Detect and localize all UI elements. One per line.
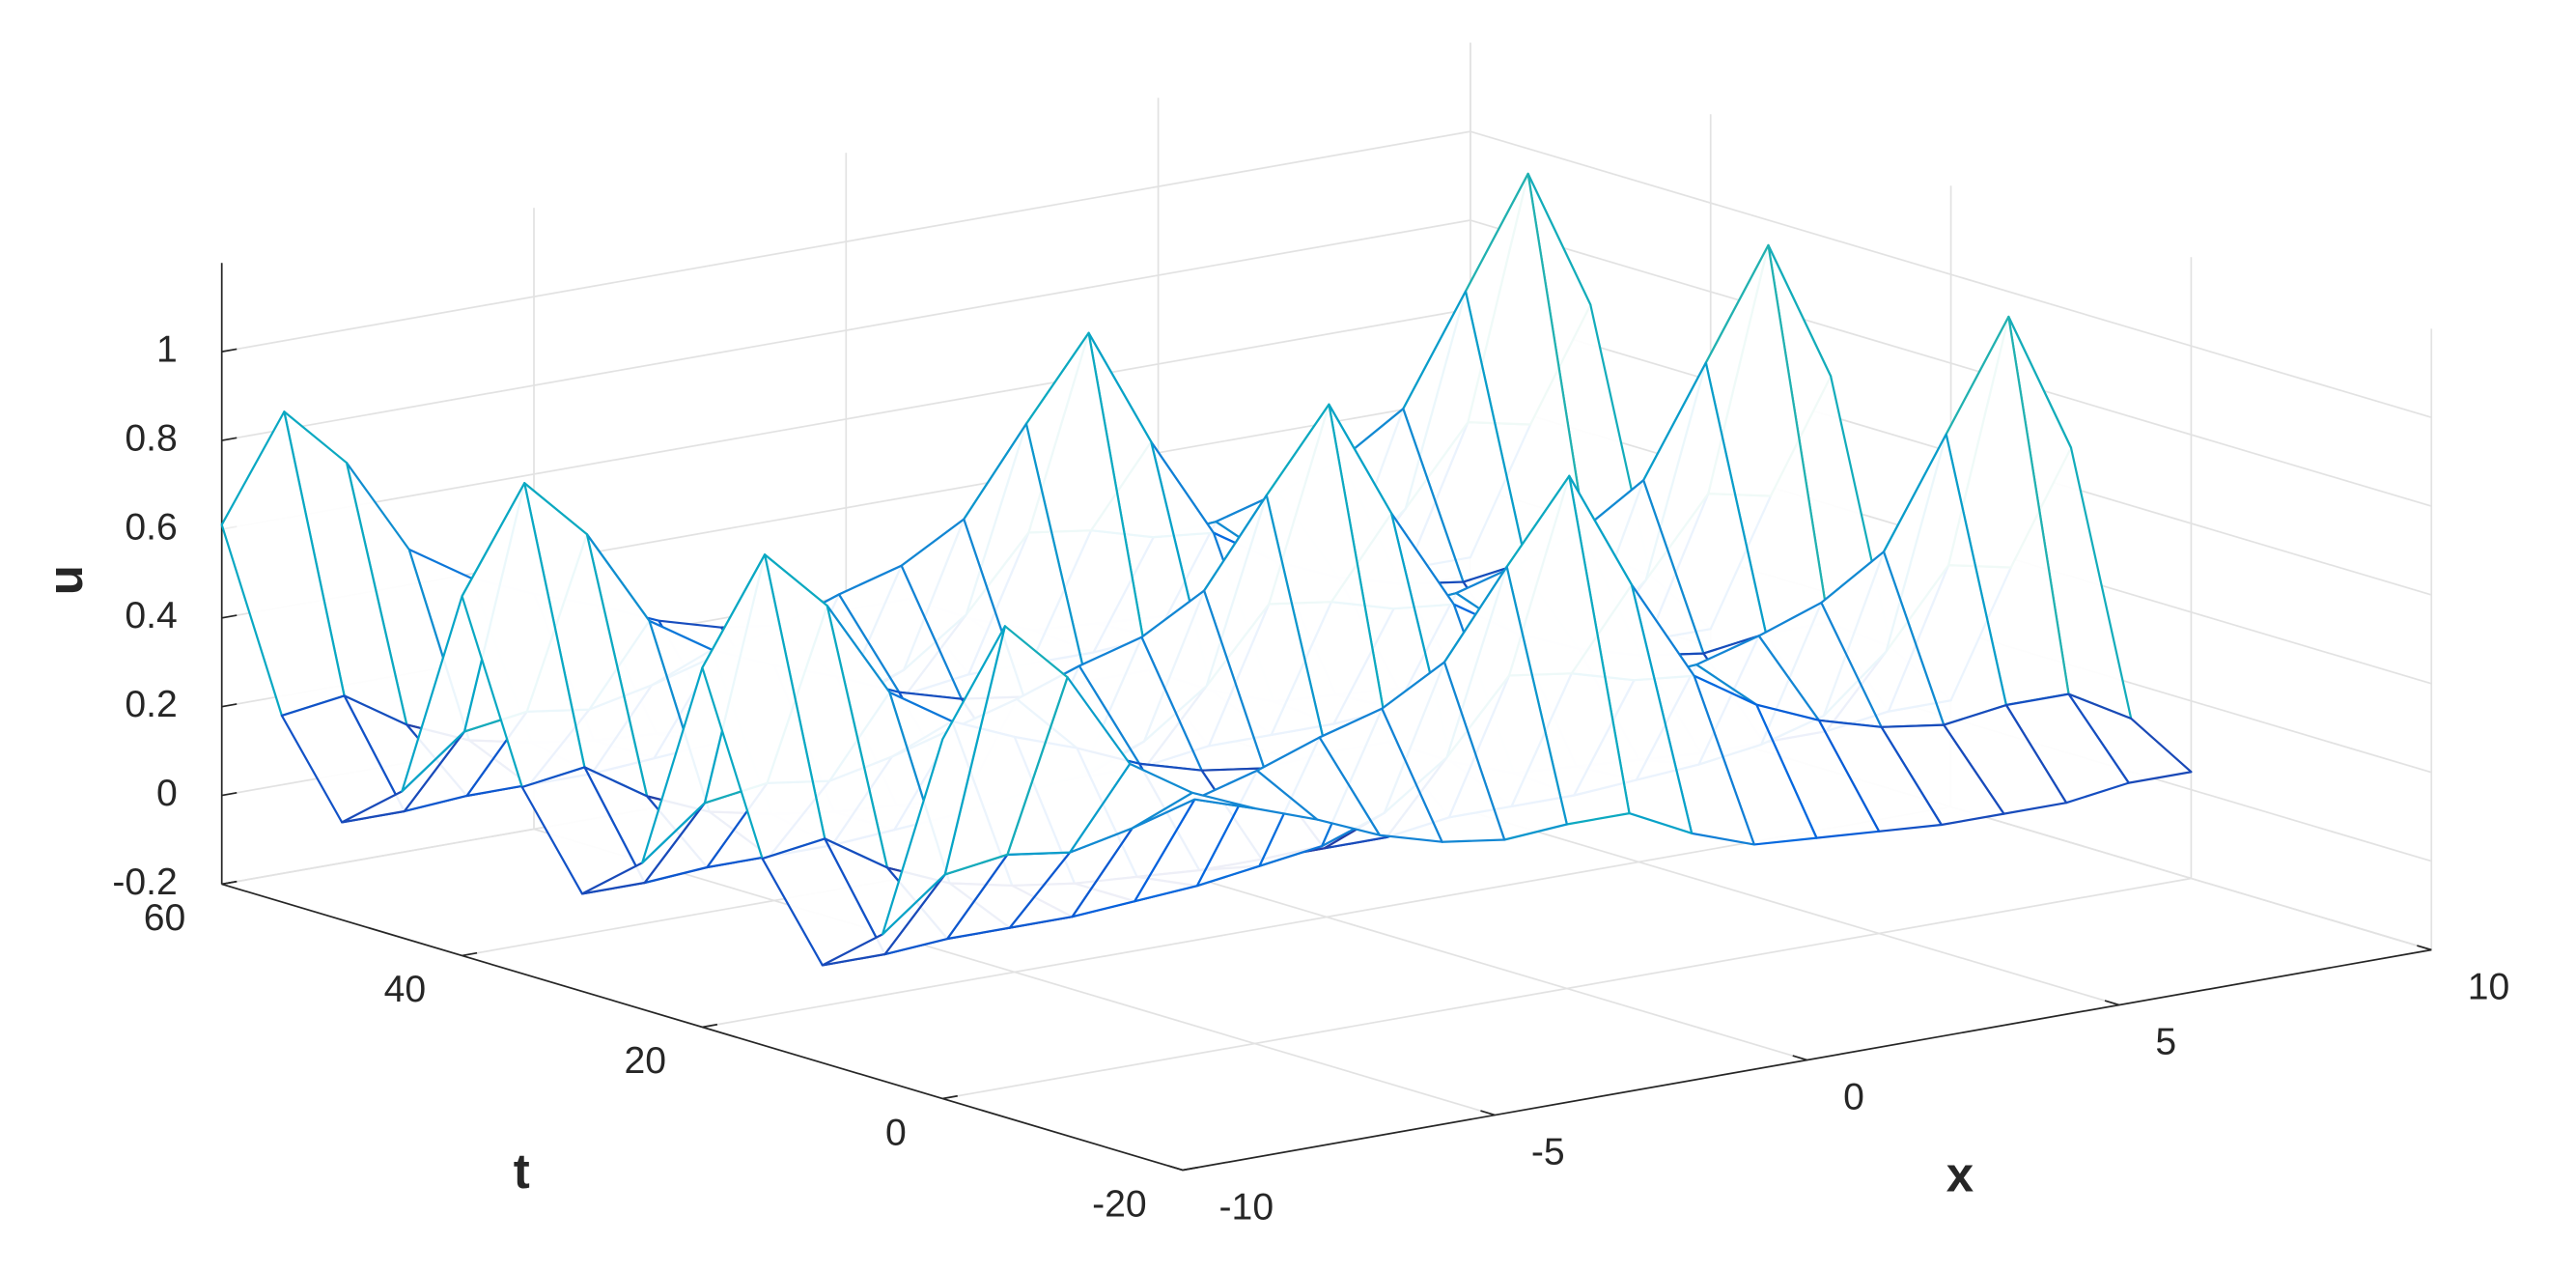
z-tick	[221, 880, 238, 886]
x-tick-label: -10	[1219, 1187, 1274, 1229]
t-tick-label: 60	[144, 897, 186, 939]
z-tick-label: 0.4	[125, 595, 177, 636]
z-tick	[221, 703, 238, 708]
x-tick	[1792, 1055, 1807, 1061]
mesh-cell	[881, 625, 1007, 936]
t-axis-title: t	[514, 1144, 530, 1199]
t-tick	[942, 1094, 958, 1100]
z-tick-label: 0.2	[125, 684, 177, 725]
x-tick	[1167, 1165, 1184, 1172]
z-tick-label: 0.6	[125, 506, 177, 548]
x-tick	[1480, 1110, 1496, 1116]
t-tick-label: -20	[1092, 1183, 1147, 1225]
z-tick	[221, 348, 238, 353]
z-axis-title: u	[38, 565, 93, 595]
z-tick-label: 0.8	[125, 417, 177, 459]
z-tick	[221, 791, 238, 797]
x-tick	[2104, 1000, 2120, 1006]
z-tick	[221, 437, 238, 441]
z-tick	[221, 614, 238, 619]
x-tick-label: 0	[1843, 1077, 1864, 1118]
labels: -10 -5 0 5 10 -20 0 20 40 60-0.2 0 0.2 0.4 0.6 0.8 1 x t u	[38, 328, 2509, 1228]
x-tick-label: -5	[1531, 1132, 1565, 1173]
t-tick	[1182, 1166, 1198, 1172]
z-grid-line	[221, 219, 2432, 507]
z-tick-label: 1	[156, 328, 178, 370]
x-tick-label: 10	[2468, 967, 2510, 1008]
surface	[220, 172, 2193, 967]
t-tick	[462, 951, 478, 957]
z-grid-line	[221, 130, 2432, 419]
z-tick-label: -0.2	[112, 861, 177, 903]
z-tick-label: 0	[156, 773, 178, 814]
x-tick-label: 5	[2155, 1022, 2176, 1063]
t-tick-label: 20	[624, 1040, 666, 1082]
x-tick	[2417, 945, 2432, 951]
t-tick	[702, 1023, 718, 1029]
x-axis-title: x	[1946, 1146, 1974, 1201]
t-tick-label: 0	[885, 1112, 907, 1153]
t-tick-label: 40	[384, 969, 427, 1010]
